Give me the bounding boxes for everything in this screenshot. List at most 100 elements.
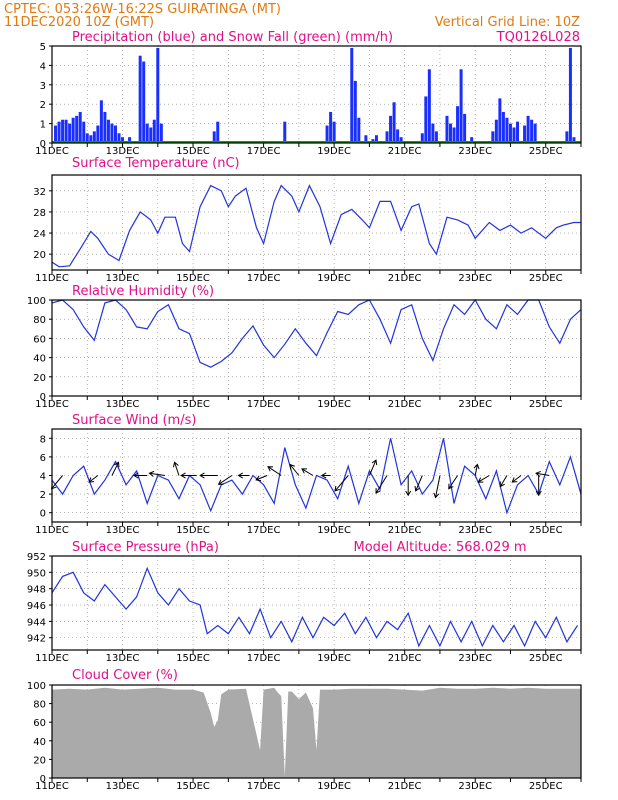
precip-bar [434,131,438,143]
header-code: TQ0126L028 [496,30,580,45]
wind-vector [255,475,268,481]
x-date-label: 15DEC [176,273,210,284]
precip-bar [57,121,61,143]
precip-bar [424,96,428,143]
wind-vector-head [414,485,421,492]
panel-frame [51,299,582,397]
precip-bar [152,119,156,143]
precip-bar [385,131,389,143]
wind-vector-head [267,466,274,472]
y-tick-label: 28 [33,208,46,219]
panel-frame [51,684,582,779]
wind-vector [511,475,522,483]
temperature-panel: 20 24 28 32 11DEC 13DEC 15DEC 17DEC 19DEC 21DEC 23… [33,156,582,284]
precip-bar [78,111,82,143]
precip-bar [96,125,100,143]
wind-vector-head [289,463,295,470]
wind-panel: 0 2 4 6 8 11DEC 13DEC 15DEC 17DEC 19DEC 21DEC 23DEC… [35,413,582,536]
wind-vector [218,475,233,485]
x-date-label: 13DEC [106,146,140,157]
precip-bar [216,121,220,143]
wind-vector-head [511,477,518,483]
x-date-label: 25DEC [529,653,563,664]
precip-bar [572,137,576,143]
panel-title: Surface Wind (m/s) [72,413,196,428]
x-date-label: 21DEC [388,781,422,792]
x-date-label: 15DEC [176,653,210,664]
y-tick-label: 2 [40,100,46,111]
precip-bar [71,117,75,143]
precip-bar [85,133,89,143]
y-tick-label: 946 [27,601,46,612]
x-date-label: 25DEC [529,781,563,792]
precip-bar [396,129,400,143]
wind-vector-head [255,475,262,482]
wind-vector-head [433,492,440,499]
panel-frame [51,555,582,651]
panel-title: Precipitation (blue) and Snow Fall (gree… [72,30,393,45]
x-date-label: 21DEC [388,525,422,536]
humidity-panel: 0 20 40 60 80 100 11DEC 13DEC 15DEC 17DEC 19DEC 21D… [27,284,582,410]
wind-vector-head [535,490,542,497]
panel-title: Cloud Cover (%) [72,668,178,683]
precip-bar [212,131,216,143]
wind-vector [301,468,314,476]
precip-bar [420,133,424,143]
panel-frame [51,428,582,523]
x-date-label: 15DEC [176,525,210,536]
y-tick-label: 942 [27,634,46,645]
x-date-label: 11DEC [35,399,69,410]
x-date-label: 13DEC [106,781,140,792]
y-tick-label: 944 [27,617,46,628]
precip-bar [128,137,132,143]
x-date-label: 17DEC [247,525,281,536]
wind-vector-head [499,481,505,488]
x-date-label: 11DEC [35,273,69,284]
x-date-label: 23DEC [458,146,492,157]
wind-vector [289,464,300,476]
precip-bar [82,121,86,143]
precip-bar [452,127,456,143]
x-date-label: 19DEC [317,525,351,536]
cloud-cover-area [52,687,581,778]
wind-vector [474,464,478,476]
x-date-label: 17DEC [247,146,281,157]
wind-vector-head [88,477,95,483]
y-tick-label: 3 [40,81,46,92]
precip-bar [431,123,435,143]
y-tick-label: 8 [40,434,46,445]
wind-vector-head [217,479,224,485]
precip-bar [463,113,467,143]
precip-bar [505,117,509,143]
precip-bar [68,123,72,143]
wind-vector-head [172,461,179,468]
x-date-label: 21DEC [388,399,422,410]
x-date-label: 25DEC [529,273,563,284]
precip-bar [533,123,537,143]
wind-vector [149,472,165,476]
y-tick-label: 40 [33,737,46,748]
precip-bar [64,119,68,143]
wind-vector [267,466,282,476]
x-date-label: 15DEC [176,781,210,792]
pressure-panel: 942 944 946 948 950 952 11DEC 13DEC 15DEC 17DEC 19… [27,540,582,664]
wind-vector-head [375,488,381,494]
x-date-label: 13DEC [106,399,140,410]
x-date-label: 19DEC [317,653,351,664]
y-tick-label: 20 [33,755,46,766]
precip-bar [142,61,146,143]
wind-vector [334,475,349,492]
precip-bar [523,125,527,143]
pressure-line [51,566,579,648]
wind-vector-head [477,477,484,483]
wind-vector [535,472,550,476]
x-date-label: 19DEC [317,273,351,284]
wind-vector-head [133,472,139,479]
y-tick-label: 24 [33,229,46,240]
wind-vector-head [535,470,541,477]
precip-bar [392,102,396,143]
x-date-label: 21DEC [388,273,422,284]
panel-frame [51,174,582,271]
wind-vector-head [114,461,120,468]
